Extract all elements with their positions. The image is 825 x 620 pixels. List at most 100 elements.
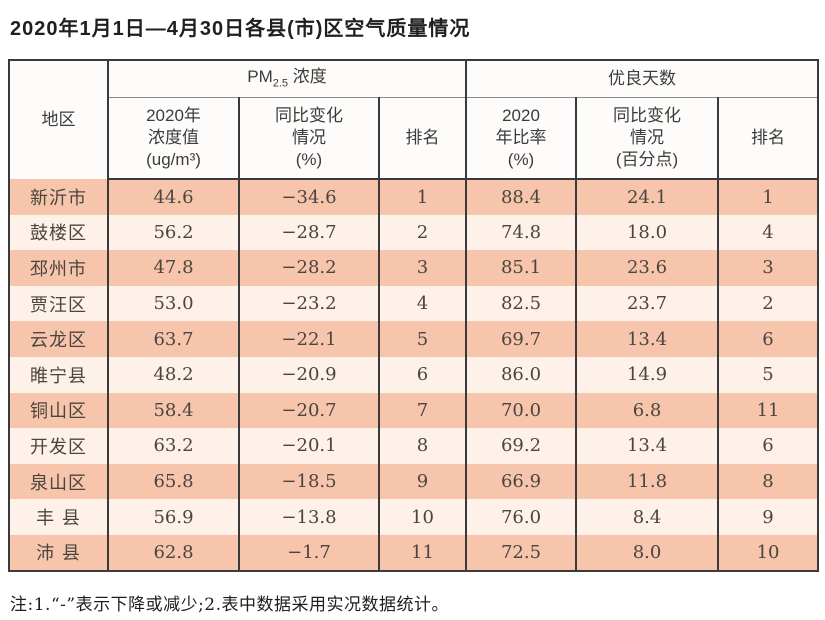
- header-group-row: 地区 PM2.5 浓度 优良天数: [8, 60, 820, 179]
- pm-change-cell: −1.7: [238, 534, 380, 571]
- good-days-change-cell: 6.8: [575, 392, 720, 429]
- region-cell: 铜山区: [8, 392, 109, 429]
- pm-change-cell: −20.1: [238, 428, 380, 464]
- pm-value-cell: 44.6: [107, 179, 240, 215]
- table-row: 睢宁县 48.2 −20.9 6 86.0 14.9 5: [8, 356, 820, 393]
- pm-change-cell: −22.1: [238, 321, 380, 357]
- pm-change-cell: −20.7: [238, 392, 380, 429]
- pm25-label-suffix: 浓度: [288, 67, 327, 87]
- pm-value-cell: 48.2: [107, 356, 240, 393]
- pm25-label-prefix: PM: [247, 67, 273, 87]
- good-days-rank-cell: 1: [717, 179, 820, 215]
- table-row: 鼓楼区 56.2 −28.7 2 74.8 18.0 4: [8, 214, 820, 251]
- good-days-ratio-cell: 74.8: [465, 214, 578, 251]
- table-header: 地区 PM2.5 浓度 优良天数 2020年 浓度值 (ug/m³) 同比变化 …: [8, 60, 820, 180]
- pm-value-cell: 58.4: [107, 392, 240, 429]
- good-days-ratio-cell: 82.5: [465, 285, 578, 322]
- table-row: 泉山区 65.8 −18.5 9 66.9 11.8 8: [8, 463, 820, 500]
- pm-rank-cell: 9: [377, 463, 468, 500]
- good-days-rank-cell: 2: [717, 285, 820, 322]
- pm-rank-cell: 4: [377, 285, 468, 322]
- table-row: 邳州市 47.8 −28.2 3 85.1 23.6 3: [8, 250, 820, 286]
- good-days-change-cell: 13.4: [575, 428, 720, 464]
- good-days-ratio-cell: 85.1: [465, 250, 578, 286]
- region-cell: 开发区: [8, 428, 109, 464]
- good-days-change-cell: 11.8: [575, 463, 720, 500]
- region-cell: 云龙区: [8, 321, 109, 357]
- pm-rank-cell: 10: [377, 499, 468, 535]
- region-cell: 贾汪区: [8, 285, 109, 322]
- table-body: 新沂市 44.6 −34.6 1 88.4 24.1 1 鼓楼区 56.2 −2…: [8, 179, 820, 571]
- col-header-ratio: 2020 年比率 (%): [465, 97, 578, 180]
- pm-value-cell: 63.2: [107, 428, 240, 464]
- good-days-rank-cell: 4: [717, 214, 820, 251]
- region-cell: 睢宁县: [8, 356, 109, 393]
- good-days-change-cell: 23.7: [575, 285, 720, 322]
- good-days-change-cell: 8.0: [575, 534, 720, 571]
- pm-value-cell: 63.7: [107, 321, 240, 357]
- good-days-rank-cell: 5: [717, 356, 820, 393]
- good-days-change-cell: 8.4: [575, 499, 720, 535]
- good-days-ratio-cell: 69.7: [465, 321, 578, 357]
- good-days-rank-cell: 10: [717, 534, 820, 571]
- region-cell: 邳州市: [8, 250, 109, 286]
- good-days-ratio-cell: 66.9: [465, 463, 578, 500]
- good-days-change-cell: 23.6: [575, 250, 720, 286]
- good-days-ratio-cell: 86.0: [465, 356, 578, 393]
- pm-rank-cell: 5: [377, 321, 468, 357]
- good-days-rank-cell: 11: [717, 392, 820, 429]
- col-header-ratio-rank: 排名: [717, 97, 820, 180]
- col-header-pm-value: 2020年 浓度值 (ug/m³): [107, 97, 240, 180]
- good-days-rank-cell: 9: [717, 499, 820, 535]
- pm-change-cell: −34.6: [238, 179, 380, 215]
- col-header-pm-change: 同比变化 情况 (%): [238, 97, 380, 180]
- region-cell: 丰 县: [8, 499, 109, 535]
- table-row: 开发区 63.2 −20.1 8 69.2 13.4 6: [8, 428, 820, 464]
- pm-change-cell: −28.7: [238, 214, 380, 251]
- good-days-ratio-cell: 88.4: [465, 179, 578, 215]
- table-row: 贾汪区 53.0 −23.2 4 82.5 23.7 2: [8, 285, 820, 322]
- col-header-pm-rank: 排名: [377, 97, 468, 180]
- col-group-good-days: 优良天数: [465, 60, 820, 98]
- good-days-rank-cell: 6: [717, 321, 820, 357]
- table-row: 铜山区 58.4 −20.7 7 70.0 6.8 11: [8, 392, 820, 429]
- good-days-rank-cell: 3: [717, 250, 820, 286]
- good-days-ratio-cell: 69.2: [465, 428, 578, 464]
- good-days-change-cell: 18.0: [575, 214, 720, 251]
- pm-rank-cell: 11: [377, 534, 468, 571]
- page-title: 2020年1月1日—4月30日各县(市)区空气质量情况: [10, 18, 471, 40]
- pm-rank-cell: 2: [377, 214, 468, 251]
- pm-rank-cell: 7: [377, 392, 468, 429]
- pm-value-cell: 56.9: [107, 499, 240, 535]
- header-sub-row: 2020年 浓度值 (ug/m³) 同比变化 情况 (%) 排名 2020 年比…: [9, 97, 820, 180]
- table-row: 沛 县 62.8 −1.7 11 72.5 8.0 10: [8, 534, 820, 571]
- pm-value-cell: 53.0: [107, 285, 240, 322]
- col-header-ratio-change: 同比变化 情况 (百分点): [575, 97, 720, 180]
- pm-rank-cell: 1: [377, 179, 468, 215]
- table-row: 云龙区 63.7 −22.1 5 69.7 13.4 6: [8, 321, 820, 357]
- good-days-ratio-cell: 70.0: [465, 392, 578, 429]
- pm-change-cell: −13.8: [238, 499, 380, 535]
- good-days-change-cell: 14.9: [575, 356, 720, 393]
- good-days-change-cell: 13.4: [575, 321, 720, 357]
- pm-rank-cell: 6: [377, 356, 468, 393]
- footnote: 注:1.“-”表示下降或减少;2.表中数据采用实况数据统计。: [10, 594, 450, 615]
- good-days-ratio-cell: 72.5: [465, 534, 578, 571]
- region-cell: 新沂市: [8, 179, 109, 215]
- pm-change-cell: −23.2: [238, 285, 380, 322]
- table-row: 丰 县 56.9 −13.8 10 76.0 8.4 9: [8, 499, 820, 535]
- pm-value-cell: 62.8: [107, 534, 240, 571]
- pm-rank-cell: 8: [377, 428, 468, 464]
- good-days-rank-cell: 6: [717, 428, 820, 464]
- pm-value-cell: 47.8: [107, 250, 240, 286]
- pm-rank-cell: 3: [377, 250, 468, 286]
- good-days-ratio-cell: 76.0: [465, 499, 578, 535]
- col-group-pm25: PM2.5 浓度: [106, 60, 468, 98]
- air-quality-table: 地区 PM2.5 浓度 优良天数 2020年 浓度值 (ug/m³) 同比变化 …: [8, 59, 820, 572]
- pm-change-cell: −20.9: [238, 356, 380, 393]
- table-row: 新沂市 44.6 −34.6 1 88.4 24.1 1: [8, 179, 820, 215]
- region-cell: 沛 县: [8, 534, 109, 571]
- region-cell: 泉山区: [8, 463, 109, 500]
- pm-change-cell: −28.2: [238, 250, 380, 286]
